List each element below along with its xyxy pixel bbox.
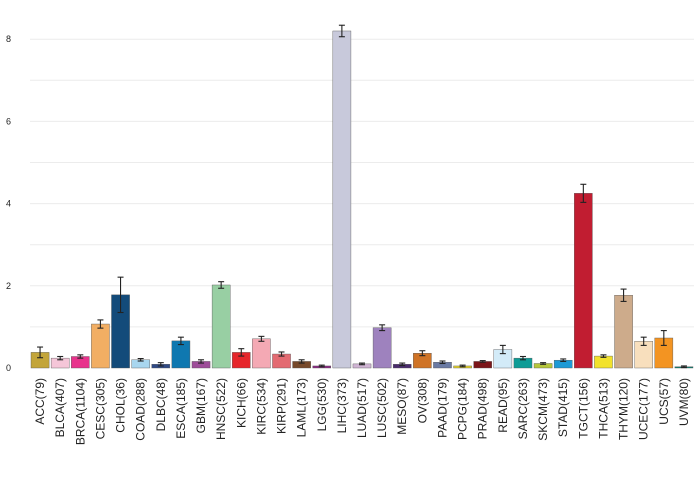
error-bar [580, 183, 587, 203]
y-tick-label: 0 [6, 363, 11, 373]
x-tick-label: KIRP(291) [275, 378, 289, 434]
bar-thca [594, 355, 613, 369]
x-tick-label: SARC(263) [516, 378, 530, 439]
x-tick-label: THCA(513) [596, 378, 610, 439]
x-tick-label: LUSC(502) [375, 378, 389, 438]
error-bar [137, 357, 144, 362]
error-bar [660, 330, 667, 346]
error-bar [117, 276, 124, 314]
error-bar [479, 360, 486, 363]
error-bar [439, 360, 446, 365]
error-bar [57, 355, 64, 361]
bar-hnsc [211, 284, 231, 369]
error-bar [37, 346, 44, 359]
error-bar [198, 359, 205, 364]
x-tick-label: KIRC(534) [254, 378, 268, 435]
y-tick-label: 2 [6, 281, 11, 291]
bars [30, 30, 694, 369]
error-bar [338, 24, 345, 38]
error-bar [540, 362, 547, 365]
error-bar [459, 364, 466, 368]
x-tick-label: LGG(530) [315, 378, 329, 431]
error-bar [318, 364, 325, 368]
error-bar [499, 344, 506, 355]
x-tick-label: LAML(173) [295, 378, 309, 437]
error-bar [399, 362, 406, 367]
x-tick-label: PRAD(498) [476, 378, 490, 439]
y-tick-label: 4 [6, 199, 11, 209]
error-bar [258, 335, 265, 342]
error-bar [680, 365, 687, 369]
y-axis: 0 2 4 6 8 [6, 34, 11, 373]
error-bar [359, 362, 365, 366]
bar-tgct [574, 193, 593, 369]
error-bar [620, 288, 627, 302]
x-tick-label: KICH(66) [234, 378, 248, 428]
error-bar [218, 281, 225, 289]
x-tick-label: BLCA(407) [53, 378, 67, 437]
error-bar [560, 358, 567, 362]
bar-thym [614, 295, 633, 369]
x-tick-label: SKCM(473) [536, 378, 550, 441]
grid [30, 38, 694, 328]
x-tick-label: UCEC(177) [637, 378, 651, 440]
error-bar [177, 336, 184, 346]
error-bar [640, 336, 647, 346]
error-bar [238, 348, 245, 357]
x-tick-label: READ(95) [496, 378, 510, 433]
error-bar [419, 350, 426, 357]
error-bar [157, 362, 164, 367]
x-tick-label: PAAD(179) [435, 378, 449, 438]
x-tick-label: MESO(87) [395, 378, 409, 435]
x-tick-label: CHOL(36) [114, 378, 128, 433]
error-bar [379, 324, 386, 332]
x-tick-label: UCS(57) [657, 378, 671, 425]
bar-kirc [252, 338, 271, 369]
x-tick-label: UVM(80) [677, 378, 691, 426]
x-tick-label: LUAD(517) [355, 378, 369, 438]
x-tick-label: ACC(79) [33, 378, 47, 425]
x-tick-label: LIHC(373) [335, 378, 349, 433]
error-bar [600, 354, 607, 358]
x-tick-label: CESC(305) [93, 378, 107, 439]
x-tick-label: THYM(120) [617, 378, 631, 440]
bar-lusc [372, 327, 392, 369]
x-tick-label: COAD(288) [134, 378, 148, 441]
error-bar [519, 355, 526, 361]
error-bars [37, 24, 687, 369]
x-tick-label: DLBC(48) [154, 378, 168, 431]
error-bar [278, 351, 285, 357]
bar-cesc [91, 323, 110, 369]
bar-lihc [332, 30, 352, 369]
error-bar [298, 359, 305, 364]
x-axis: ACC(79) BLCA(407) BRCA(1104) CESC(305) CHOL(… [33, 378, 691, 445]
y-tick-label: 6 [6, 116, 11, 126]
x-tick-label: BRCA(1104) [73, 378, 87, 445]
x-tick-label: HNSC(522) [214, 378, 228, 440]
x-tick-label: TGCT(156) [576, 378, 590, 439]
x-tick-label: ESCA(185) [174, 378, 188, 439]
x-tick-label: PCPG(184) [456, 378, 470, 440]
y-tick-label: 8 [6, 34, 11, 44]
x-tick-label: GBM(167) [194, 378, 208, 433]
error-bar [77, 354, 84, 359]
x-tick-label: STAD(415) [556, 378, 570, 437]
x-tick-label: OV(308) [415, 378, 429, 423]
error-bar [97, 319, 104, 329]
